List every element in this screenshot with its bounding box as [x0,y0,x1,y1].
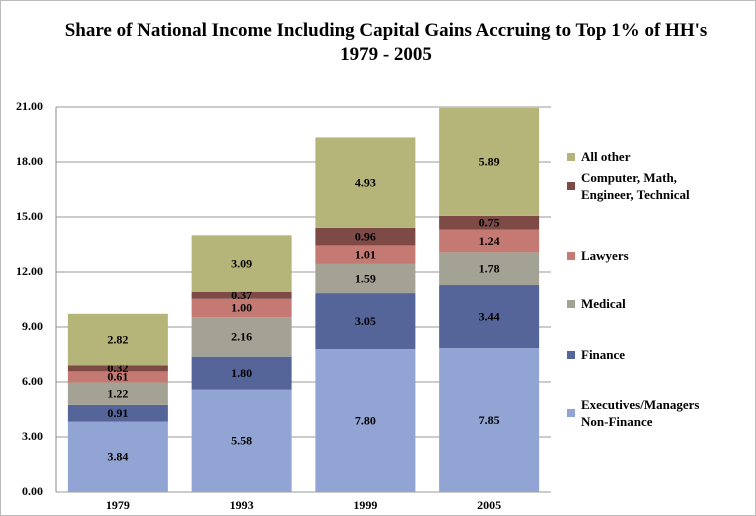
data-label: 4.93 [355,175,376,189]
bar-segment [67,313,168,366]
legend-label: All other [581,149,631,164]
y-tick-label: 6.00 [22,374,43,388]
legend-swatch [567,182,575,190]
legend-swatch [567,409,575,417]
x-tick-label: 1979 [106,498,130,512]
chart-title: Share of National Income Including Capit… [64,20,708,65]
bar-segment [315,227,416,246]
data-label: 1.80 [231,366,252,380]
data-label: 0.91 [107,406,128,420]
bar-segment [67,404,168,422]
legend-item: Medical [567,295,737,312]
legend-label: Medical [581,296,626,311]
bar-segment [439,229,540,253]
x-tick-label: 1993 [230,498,254,512]
data-label: 5.89 [479,155,500,169]
data-label: 1.78 [479,261,500,275]
bar-segment [439,348,540,492]
data-label: 1.24 [479,234,500,248]
data-label: 1.00 [231,301,252,315]
bar-segment [191,291,292,299]
data-label: 0.96 [355,229,376,243]
legend-swatch [567,152,575,161]
legend-swatch [567,350,575,359]
legend-swatch [567,299,575,308]
y-tick-label: 0.00 [22,484,43,498]
data-label: 5.58 [231,434,252,448]
legend-label: Executives/Managers Non-Finance [581,397,700,429]
data-label: 3.84 [107,450,128,464]
legend-item: Computer, Math, Engineer, Technical [567,169,737,203]
x-tick-label: 2005 [477,498,501,512]
legend-item: Lawyers [567,247,737,264]
bar-segment [315,263,416,294]
bar-segment [67,365,168,372]
x-tick-label: 1999 [353,498,377,512]
legend-swatch [567,251,575,260]
y-tick-label: 9.00 [22,319,43,333]
legend-label: Lawyers [581,248,629,263]
data-label: 3.09 [231,256,252,270]
bar-segment [191,298,292,318]
data-label: 2.16 [231,330,252,344]
bar-segment [191,235,292,292]
bar-segment [439,285,540,349]
legend-label: Finance [581,347,626,362]
legend-item: Finance [567,346,737,363]
bar-segment [67,371,168,383]
bar-segment [439,107,540,216]
bar-segment [191,356,292,390]
bar-segment [439,252,540,286]
legend-item: Executives/Managers Non-Finance [567,396,737,430]
bar-segment [315,349,416,492]
y-tick-label: 12.00 [16,264,43,278]
bar-segment [191,389,292,492]
bar-segment [315,293,416,349]
data-label: 3.05 [355,314,376,328]
data-label: 0.61 [107,370,128,384]
y-tick-label: 3.00 [22,429,43,443]
data-label: 1.59 [355,271,376,285]
data-label: 1.01 [355,247,376,261]
bar-segment [315,137,416,228]
bar-segment [67,382,168,405]
bar-segment [439,215,540,230]
data-label: 0.75 [479,216,500,230]
bar-segment [315,245,416,264]
data-label: 7.80 [355,413,376,427]
y-tick-label: 15.00 [16,209,43,223]
y-tick-label: 21.00 [16,99,43,113]
data-label: 7.85 [479,413,500,427]
data-label: 3.44 [479,309,500,323]
data-label: 1.22 [107,386,128,400]
legend-label: Computer, Math, Engineer, Technical [581,170,690,202]
legend-item: All other [567,148,737,165]
bar-segment [191,317,292,357]
bar-segment [67,421,168,492]
y-tick-label: 18.00 [16,154,43,168]
data-label: 2.82 [107,332,128,346]
